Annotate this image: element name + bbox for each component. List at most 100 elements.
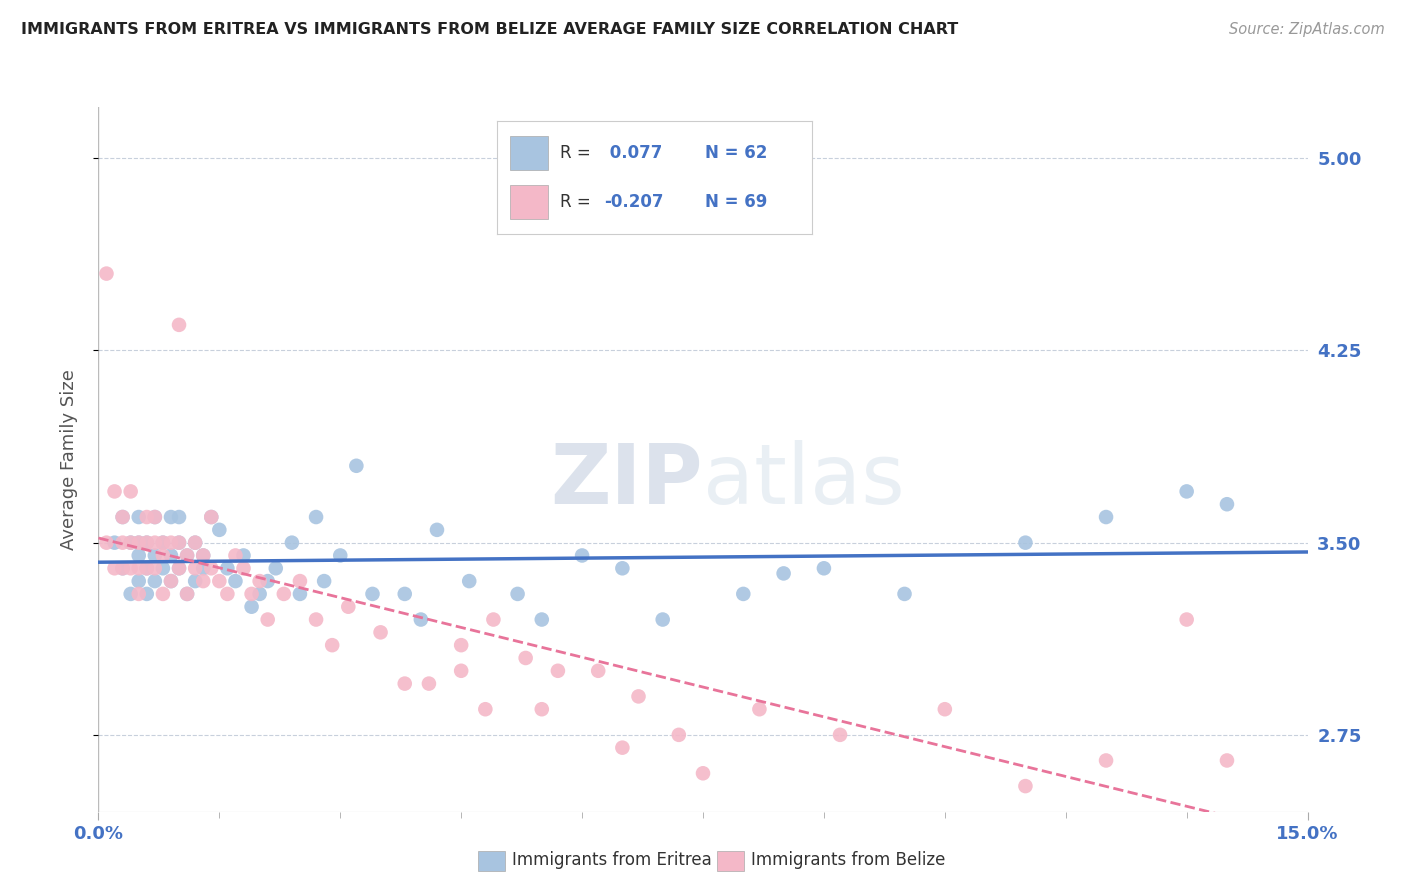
Point (184, 535, 207, 549)
Point (167, 561, 190, 575)
Point (103, 561, 125, 575)
Point (240, 587, 263, 601)
Y-axis label: Average Family Size: Average Family Size (59, 369, 77, 549)
Point (135, 535, 157, 549)
Point (668, 728, 690, 742)
Point (160, 574, 183, 588)
FancyBboxPatch shape (717, 851, 744, 871)
Point (200, 510, 222, 524)
Point (120, 535, 142, 549)
Point (176, 587, 198, 601)
Point (143, 549, 166, 563)
Point (1175, 484, 1198, 499)
Point (772, 566, 794, 581)
Point (1014, 779, 1036, 793)
Point (184, 574, 207, 588)
Point (143, 510, 166, 524)
Point (394, 587, 416, 601)
Point (828, 728, 851, 742)
Point (135, 510, 157, 524)
Point (143, 535, 166, 549)
Point (152, 535, 174, 549)
Point (208, 574, 231, 588)
Point (1175, 613, 1198, 627)
Point (217, 561, 239, 575)
Point (120, 535, 142, 549)
Point (128, 587, 150, 601)
Point (128, 549, 150, 563)
Point (184, 535, 207, 549)
Point (176, 549, 198, 563)
Point (167, 535, 190, 549)
Point (200, 561, 222, 575)
Text: Immigrants from Belize: Immigrants from Belize (751, 851, 945, 870)
Point (128, 574, 150, 588)
Point (184, 561, 207, 575)
Point (208, 523, 231, 537)
Point (612, 561, 634, 575)
Point (135, 535, 157, 549)
Point (314, 574, 336, 588)
Point (160, 510, 183, 524)
Point (128, 561, 150, 575)
Point (748, 702, 770, 716)
Text: IMMIGRANTS FROM ERITREA VS IMMIGRANTS FROM BELIZE AVERAGE FAMILY SIZE CORRELATIO: IMMIGRANTS FROM ERITREA VS IMMIGRANTS FR… (21, 22, 959, 37)
Point (288, 574, 311, 588)
Text: Immigrants from Eritrea: Immigrants from Eritrea (512, 851, 711, 870)
Point (217, 587, 239, 601)
Point (193, 561, 215, 575)
Text: Source: ZipAtlas.com: Source: ZipAtlas.com (1229, 22, 1385, 37)
Point (111, 535, 134, 549)
Point (1216, 497, 1239, 511)
Point (571, 549, 593, 563)
Point (143, 510, 166, 524)
Point (103, 484, 125, 499)
Point (135, 561, 157, 575)
Point (612, 740, 634, 755)
Point (96, 535, 118, 549)
Point (288, 587, 311, 601)
Point (627, 690, 650, 704)
Point (103, 535, 125, 549)
Point (273, 587, 295, 601)
Point (200, 510, 222, 524)
Point (450, 638, 472, 652)
Point (135, 587, 157, 601)
Point (232, 549, 254, 563)
Point (152, 549, 174, 563)
Point (934, 702, 956, 716)
Point (394, 676, 416, 690)
Point (240, 599, 263, 614)
Point (450, 664, 472, 678)
Point (167, 318, 190, 332)
Point (547, 664, 569, 678)
Point (305, 510, 328, 524)
Point (651, 613, 673, 627)
Point (474, 702, 496, 716)
FancyBboxPatch shape (478, 851, 505, 871)
Point (426, 523, 449, 537)
Point (111, 561, 134, 575)
Point (152, 561, 174, 575)
Point (128, 535, 150, 549)
Point (143, 561, 166, 575)
Point (120, 561, 142, 575)
Point (515, 651, 537, 665)
Point (530, 702, 553, 716)
Point (111, 510, 134, 524)
Point (160, 549, 183, 563)
Point (111, 510, 134, 524)
Point (1095, 754, 1118, 768)
Point (305, 613, 328, 627)
Point (264, 561, 287, 575)
Point (813, 561, 835, 575)
Point (409, 613, 432, 627)
Point (167, 510, 190, 524)
Point (160, 535, 183, 549)
Point (418, 676, 440, 690)
Point (249, 574, 271, 588)
Text: atlas: atlas (703, 440, 904, 521)
Point (152, 535, 174, 549)
Point (120, 587, 142, 601)
Point (152, 587, 174, 601)
